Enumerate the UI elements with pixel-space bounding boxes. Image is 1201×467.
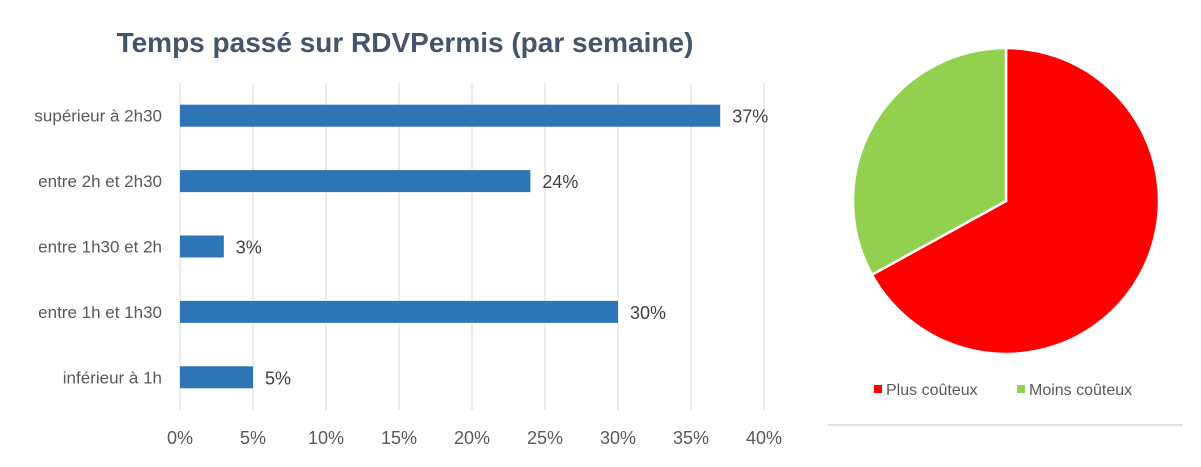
bar xyxy=(180,170,531,193)
pie-slice xyxy=(851,46,1008,277)
x-tick-label: 15% xyxy=(381,428,417,448)
legend-swatch xyxy=(1017,385,1025,393)
data-label: 37% xyxy=(732,107,768,127)
data-label: 3% xyxy=(236,238,262,258)
y-category-label: entre 2h et 2h30 xyxy=(38,172,162,191)
y-category-label: entre 1h et 1h30 xyxy=(38,303,162,322)
x-tick-label: 25% xyxy=(527,428,563,448)
y-category-label: entre 1h30 et 2h xyxy=(38,238,162,257)
x-tick-label: 40% xyxy=(746,428,782,448)
x-tick-label: 5% xyxy=(240,428,266,448)
legend-label: Plus coûteux xyxy=(886,382,978,399)
legend-swatch xyxy=(874,385,882,393)
data-label: 30% xyxy=(630,303,666,323)
data-label: 5% xyxy=(265,368,291,388)
bar-chart: 0% 5% 10% 15% 20% 25% 30% 35% 40% supérieur à 2h3… xyxy=(34,83,782,448)
y-category-label: supérieur à 2h30 xyxy=(34,107,162,126)
chart-title: Temps passé sur RDVPermis (par semaine) xyxy=(117,27,694,58)
x-tick-label: 20% xyxy=(454,428,490,448)
data-label: 24% xyxy=(542,172,578,192)
x-tick-label: 0% xyxy=(167,428,193,448)
bar xyxy=(180,300,618,323)
bar xyxy=(180,235,224,258)
x-tick-label: 30% xyxy=(600,428,636,448)
bar xyxy=(180,104,721,127)
pie-chart: Plus coûteux Moins coûteux xyxy=(851,46,1161,399)
legend-label: Moins coûteux xyxy=(1029,382,1132,399)
bar xyxy=(180,366,253,389)
y-category-label: inférieur à 1h xyxy=(63,368,162,387)
x-tick-label: 35% xyxy=(673,428,709,448)
x-tick-label: 10% xyxy=(308,428,344,448)
pie-slice xyxy=(870,46,1161,356)
